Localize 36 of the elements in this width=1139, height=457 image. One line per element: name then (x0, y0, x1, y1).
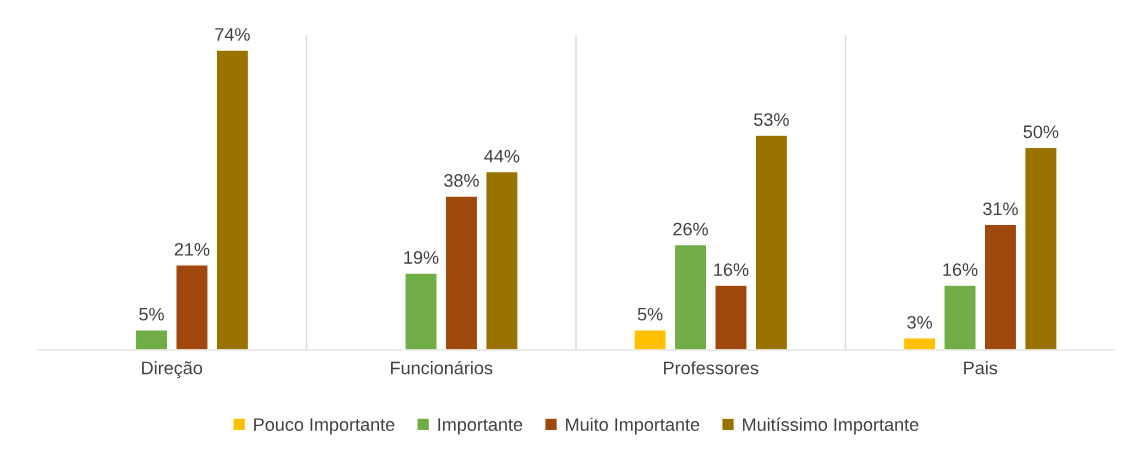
legend-label: Muitíssimo Importante (743, 417, 919, 435)
data-label: 74% (215, 28, 250, 41)
bar (134, 329, 169, 350)
bar (754, 134, 789, 350)
data-label: 38% (444, 174, 479, 187)
x-tick-label: Funcionários (391, 360, 493, 375)
legend-label: Muito Importante (566, 417, 700, 435)
bar (175, 264, 209, 350)
x-tick-label: Professores (664, 361, 759, 375)
data-label: 21% (174, 242, 210, 256)
data-label: 5% (139, 307, 164, 321)
data-label: 16% (714, 263, 749, 277)
bar (902, 337, 937, 350)
data-label: 53% (754, 113, 789, 127)
bar (983, 223, 1018, 350)
data-label: 5% (637, 307, 663, 321)
bar (1024, 146, 1058, 350)
data-label: 31% (983, 202, 1018, 216)
bar (485, 170, 519, 350)
bar (215, 49, 250, 350)
x-tick-label: Pais (964, 361, 998, 375)
data-label: 26% (673, 222, 708, 236)
bar (633, 329, 667, 350)
bar (444, 195, 479, 350)
x-tick-label: Direção (142, 361, 203, 379)
bar (714, 284, 748, 350)
data-label: 44% (484, 149, 520, 163)
bar (943, 284, 977, 350)
bar (404, 272, 438, 350)
bar (673, 243, 708, 350)
data-label: 16% (943, 263, 978, 277)
legend-label: Importante (438, 418, 523, 435)
data-label: 3% (907, 315, 933, 329)
legend-label: Pouco Importante (254, 418, 395, 435)
data-label: 50% (1023, 125, 1059, 139)
data-label: 19% (404, 251, 439, 264)
